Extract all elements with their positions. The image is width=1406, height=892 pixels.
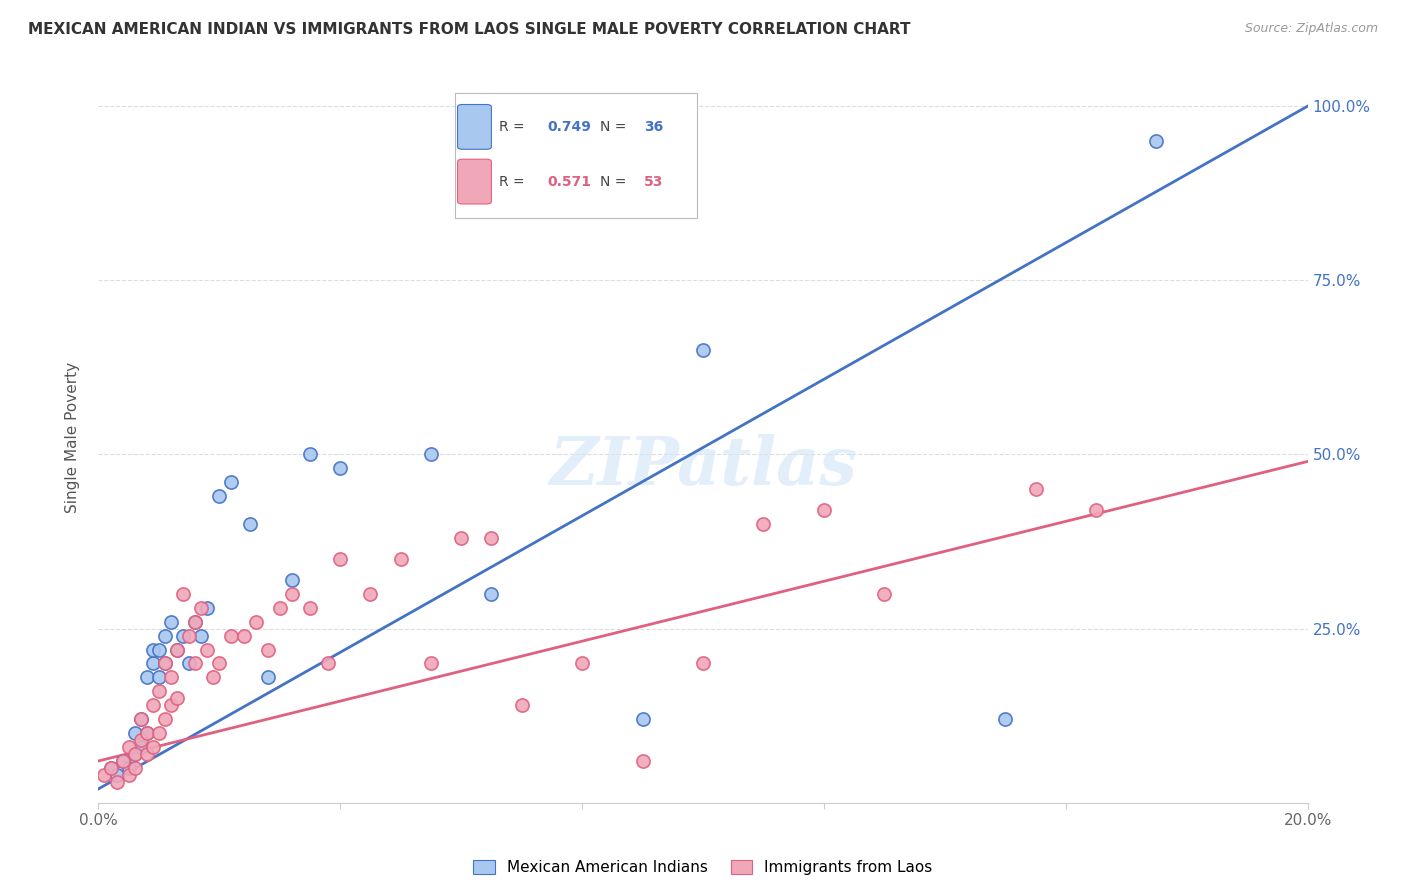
Point	[118, 740, 141, 755]
Point	[129, 712, 152, 726]
Point	[281, 573, 304, 587]
Point	[232, 629, 254, 643]
Point	[124, 726, 146, 740]
Point	[179, 657, 201, 671]
Point	[1024, 483, 1046, 497]
Point	[153, 657, 176, 671]
Point	[1085, 503, 1108, 517]
Text: Source: ZipAtlas.com: Source: ZipAtlas.com	[1244, 22, 1378, 36]
Point	[153, 712, 176, 726]
Point	[153, 657, 176, 671]
Text: ZIPatlas: ZIPatlas	[550, 434, 856, 499]
Point	[994, 712, 1017, 726]
Point	[190, 629, 212, 643]
Point	[1144, 134, 1167, 148]
Point	[148, 684, 170, 698]
Point	[124, 761, 146, 775]
Point	[873, 587, 896, 601]
Point	[148, 726, 170, 740]
Point	[450, 531, 472, 545]
Point	[256, 670, 278, 684]
Point	[329, 461, 352, 475]
Point	[256, 642, 278, 657]
Point	[281, 587, 304, 601]
Point	[245, 615, 267, 629]
Point	[752, 517, 775, 532]
Point	[160, 615, 183, 629]
Point	[631, 712, 654, 726]
Point	[389, 552, 412, 566]
Point	[208, 489, 231, 503]
Point	[172, 629, 194, 643]
Point	[129, 712, 152, 726]
Point	[100, 761, 122, 775]
Point	[166, 642, 188, 657]
Point	[195, 600, 218, 615]
Point	[172, 587, 194, 601]
Point	[316, 657, 339, 671]
Point	[148, 642, 170, 657]
Point	[195, 642, 218, 657]
Point	[184, 615, 207, 629]
Point	[299, 600, 322, 615]
Point	[221, 475, 243, 490]
Point	[142, 740, 165, 755]
Point	[129, 733, 152, 747]
Text: MEXICAN AMERICAN INDIAN VS IMMIGRANTS FROM LAOS SINGLE MALE POVERTY CORRELATION : MEXICAN AMERICAN INDIAN VS IMMIGRANTS FR…	[28, 22, 911, 37]
Y-axis label: Single Male Poverty: Single Male Poverty	[65, 361, 80, 513]
Point	[142, 698, 165, 713]
Point	[111, 754, 134, 768]
Point	[299, 448, 322, 462]
Point	[124, 747, 146, 761]
Point	[813, 503, 835, 517]
Point	[360, 587, 382, 601]
Point	[160, 698, 183, 713]
Legend: Mexican American Indians, Immigrants from Laos: Mexican American Indians, Immigrants fro…	[465, 853, 941, 883]
Point	[692, 343, 714, 357]
Point	[111, 754, 134, 768]
Point	[142, 642, 165, 657]
Point	[481, 587, 503, 601]
Point	[239, 517, 262, 532]
Point	[148, 670, 170, 684]
Point	[129, 740, 152, 755]
Point	[510, 698, 533, 713]
Point	[190, 600, 212, 615]
Point	[135, 726, 157, 740]
Point	[420, 657, 443, 671]
Point	[631, 754, 654, 768]
Point	[221, 629, 243, 643]
Point	[184, 657, 207, 671]
Point	[135, 670, 157, 684]
Point	[269, 600, 291, 615]
Point	[93, 768, 115, 782]
Point	[105, 775, 128, 789]
Point	[118, 761, 141, 775]
Point	[166, 642, 188, 657]
Point	[105, 768, 128, 782]
Point	[571, 657, 593, 671]
Point	[124, 747, 146, 761]
Point	[100, 761, 122, 775]
Point	[208, 657, 231, 671]
Point	[153, 629, 176, 643]
Point	[135, 726, 157, 740]
Point	[160, 670, 183, 684]
Point	[135, 747, 157, 761]
Point	[118, 768, 141, 782]
Point	[481, 531, 503, 545]
Point	[202, 670, 225, 684]
Point	[179, 629, 201, 643]
Point	[142, 657, 165, 671]
Point	[184, 615, 207, 629]
Point	[166, 691, 188, 706]
Point	[329, 552, 352, 566]
Point	[420, 448, 443, 462]
Point	[692, 657, 714, 671]
